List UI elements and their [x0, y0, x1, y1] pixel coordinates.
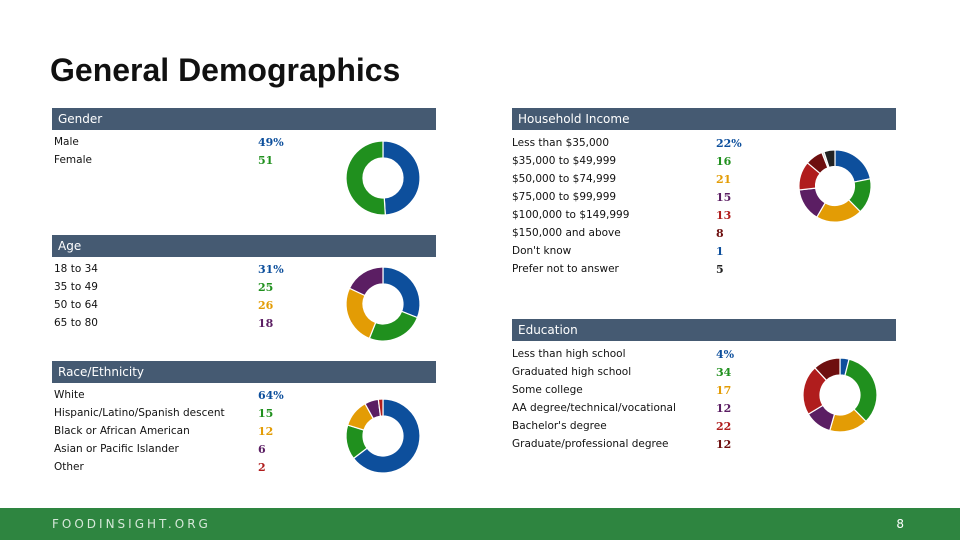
race-label: Hispanic/Latino/Spanish descent	[54, 407, 225, 419]
gender-label: Female	[54, 154, 92, 166]
income-label: $75,000 to $99,999	[512, 191, 617, 203]
income-value: 5	[716, 263, 724, 276]
education-label: Bachelor's degree	[512, 420, 607, 432]
section-header-gender: Gender	[52, 108, 436, 130]
income-label: Don't know	[512, 245, 572, 257]
education-label: Graduated high school	[512, 366, 632, 378]
age-label: 35 to 49	[54, 281, 98, 293]
gender-value: 49%	[258, 136, 284, 149]
section-header-age: Age	[52, 235, 436, 257]
income-value: 22%	[716, 137, 742, 150]
education-value: 4%	[716, 348, 735, 361]
race-label: White	[54, 389, 85, 401]
race-value: 6	[258, 443, 266, 456]
age-label: 65 to 80	[54, 317, 98, 329]
gender-label: Male	[54, 136, 79, 148]
education-value: 34	[716, 366, 732, 379]
education-label: AA degree/technical/vocational	[512, 402, 676, 414]
section-header-education: Education	[512, 319, 896, 341]
donut-slice-other	[377, 398, 384, 417]
age-value: 26	[258, 299, 274, 312]
donut-slice-white	[352, 398, 421, 474]
education-value: 22	[716, 420, 732, 433]
donut-slice-male	[382, 140, 421, 216]
age-value: 31%	[258, 263, 284, 276]
income-value: 8	[716, 227, 724, 240]
age-label: 18 to 34	[54, 263, 98, 275]
income-value: 21	[716, 173, 732, 186]
race-value: 64%	[258, 389, 284, 402]
page-number: 8	[896, 517, 904, 531]
income-value: 15	[716, 191, 732, 204]
section-header-income: Household Income	[512, 108, 896, 130]
education-label: Less than high school	[512, 348, 626, 360]
race-value: 2	[258, 461, 266, 474]
income-donut-chart	[798, 149, 872, 223]
income-label: Prefer not to answer	[512, 263, 619, 275]
donut-slice-female	[345, 140, 386, 216]
donut-slice-less-than-35-000	[834, 149, 872, 183]
income-value: 13	[716, 209, 732, 222]
race-donut-chart	[345, 398, 421, 474]
income-value: 16	[716, 155, 732, 168]
age-value: 18	[258, 317, 274, 330]
income-label: Less than $35,000	[512, 137, 610, 149]
donut-slice-prefer-not-to-answer	[823, 149, 836, 169]
gender-value: 51	[258, 154, 274, 167]
race-label: Black or African American	[54, 425, 190, 437]
section-header-race: Race/Ethnicity	[52, 361, 436, 383]
gender-donut-chart	[345, 140, 421, 216]
income-value: 1	[716, 245, 724, 258]
race-label: Asian or Pacific Islander	[54, 443, 179, 455]
education-value: 17	[716, 384, 732, 397]
age-label: 50 to 64	[54, 299, 98, 311]
education-label: Some college	[512, 384, 583, 396]
education-donut-chart	[802, 357, 878, 433]
education-label: Graduate/professional degree	[512, 438, 669, 450]
page-title: General Demographics	[50, 52, 401, 88]
education-value: 12	[716, 402, 732, 415]
race-label: Other	[54, 461, 84, 473]
age-value: 25	[258, 281, 274, 294]
donut-slice-35-to-49	[368, 310, 419, 342]
income-label: $100,000 to $149,999	[512, 209, 630, 221]
donut-slice-graduate-professional-degree	[814, 357, 841, 382]
income-label: $35,000 to $49,999	[512, 155, 617, 167]
donut-slice-18-to-34	[382, 266, 421, 319]
race-value: 15	[258, 407, 274, 420]
race-value: 12	[258, 425, 274, 438]
donut-slice-65-to-80	[348, 266, 384, 297]
footer-bar: FOODINSIGHT.ORG 8	[0, 508, 960, 540]
footer-logo: FOODINSIGHT.ORG	[52, 517, 211, 531]
income-label: $50,000 to $74,999	[512, 173, 617, 185]
donut-slice-50-to-64	[345, 287, 377, 340]
age-donut-chart	[345, 266, 421, 342]
education-value: 12	[716, 438, 732, 451]
income-label: $150,000 and above	[512, 227, 621, 239]
